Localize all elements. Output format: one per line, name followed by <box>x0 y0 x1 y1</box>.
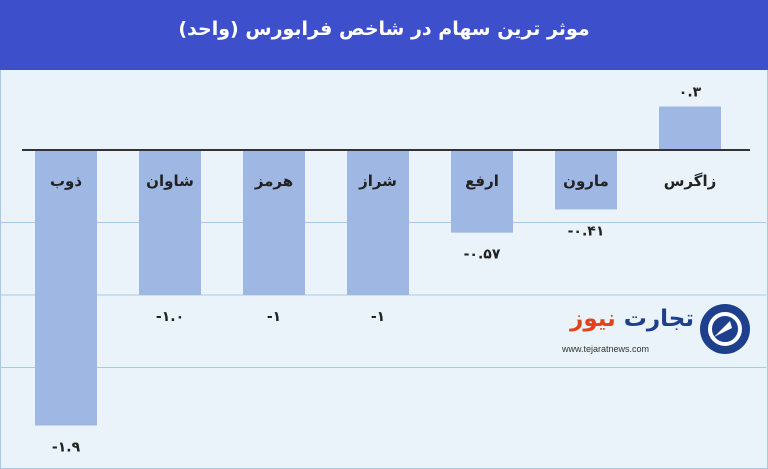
bar-1 <box>659 106 721 150</box>
data-label: ۰.۳ <box>679 85 702 101</box>
data-label: -۱.۹ <box>52 440 81 456</box>
data-label: -۱.۰ <box>156 309 184 325</box>
bar-6 <box>139 150 201 295</box>
bar-5 <box>243 150 305 295</box>
bar-4 <box>347 150 409 295</box>
category-label: شراز <box>358 172 397 190</box>
category-label: ارفع <box>465 172 499 190</box>
logo-word-tejarat: تجارت <box>623 306 694 332</box>
category-label: ذوب <box>50 172 82 190</box>
logo-wordmark: تجارت نیوز <box>570 306 694 332</box>
data-label: -۱ <box>267 309 281 325</box>
category-label: مارون <box>563 172 609 190</box>
data-label: -۱ <box>371 309 385 325</box>
category-label: شاوان <box>146 172 194 190</box>
category-label: زاگرس <box>664 172 717 190</box>
data-label: -۰.۵۷ <box>464 247 501 263</box>
data-label: -۰.۴۱ <box>568 223 605 239</box>
bar-2 <box>555 150 617 210</box>
logo-url: www.tejaratnews.com <box>562 344 650 354</box>
logo-word-news: نیوز <box>570 306 616 332</box>
chart-header: موثر ترین سهام در شاخص فرابورس (واحد) <box>0 0 768 70</box>
tejarat-news-logo-icon <box>700 304 750 354</box>
category-label: هرمز <box>254 172 293 190</box>
bar-7 <box>35 150 97 426</box>
bar-3 <box>451 150 513 233</box>
tejarat-news-logo[interactable]: تجارت نیوز www.tejaratnews.com <box>562 304 752 364</box>
chart-title: موثر ترین سهام در شاخص فرابورس (واحد) <box>178 18 590 40</box>
